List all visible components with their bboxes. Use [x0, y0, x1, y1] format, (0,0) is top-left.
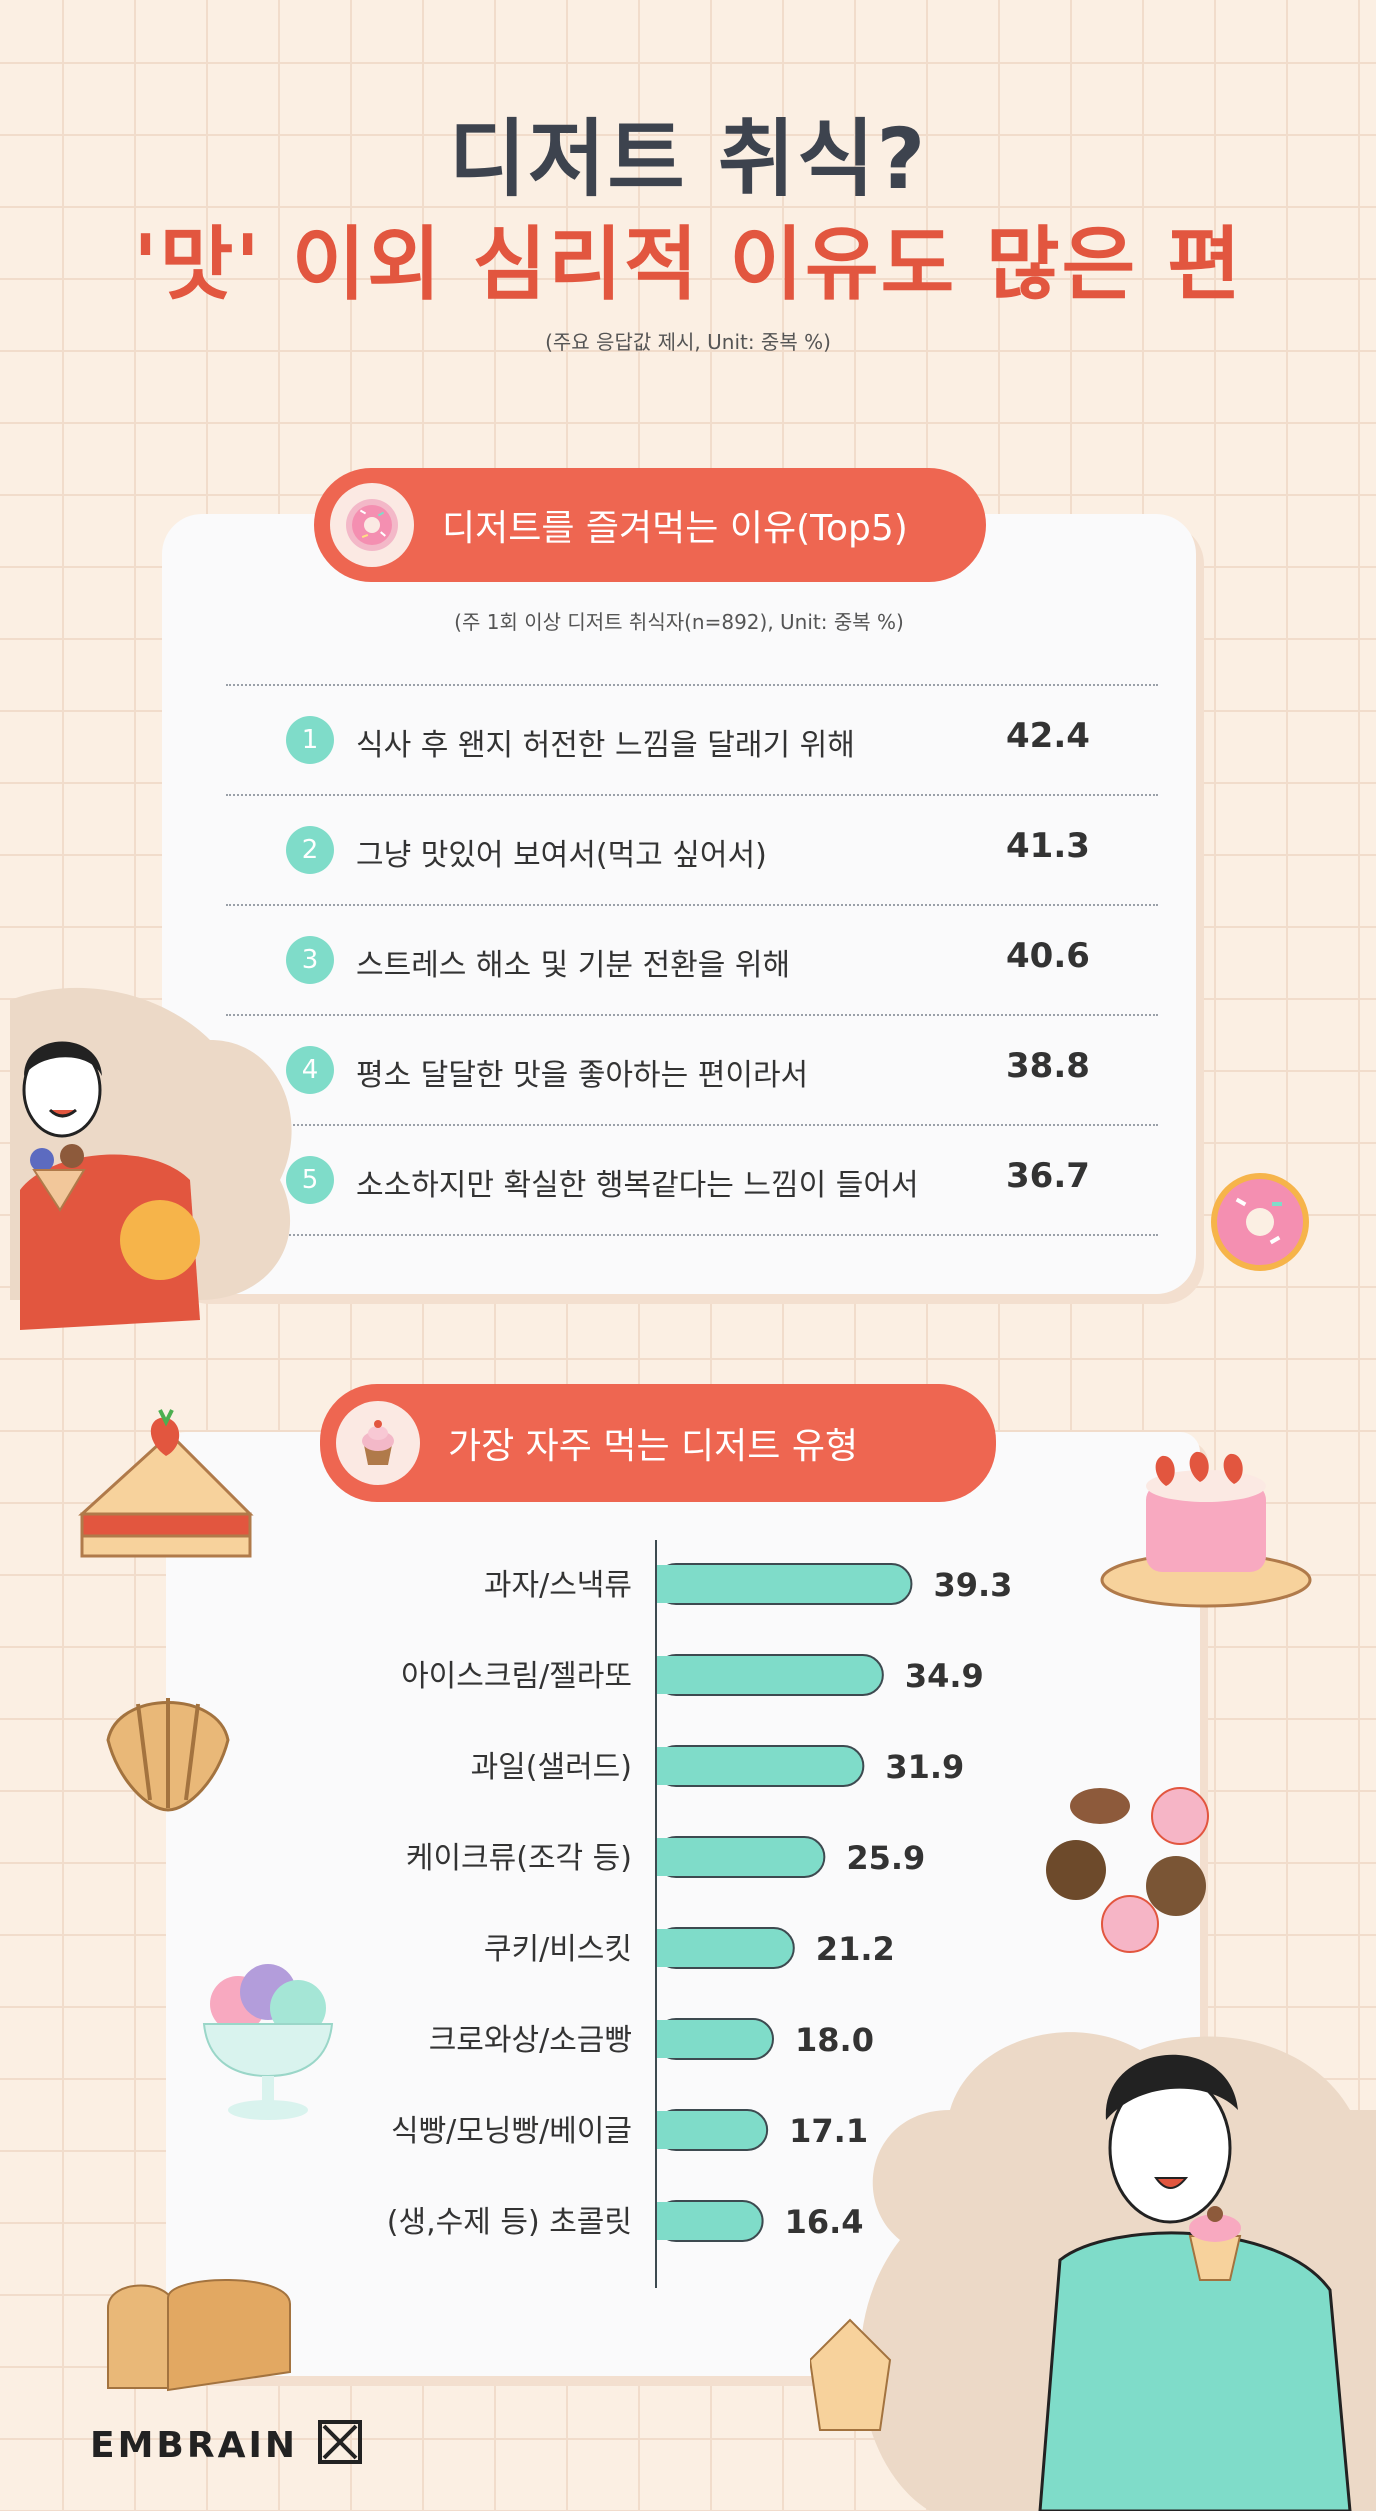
reason-label: 그냥 맛있어 보여서(먹고 싶어서): [356, 838, 767, 873]
bar-base: [657, 1838, 677, 1876]
bar: [655, 2200, 764, 2242]
category-label: 과자/스낵류: [484, 1568, 632, 1603]
bar-base: [657, 1565, 677, 1603]
bar-value-label: 39.3: [933, 1566, 1012, 1604]
bar-value-label: 18.0: [795, 2021, 874, 2059]
page-subtitle: '맛' 이외 심리적 이유도 많은 편: [133, 218, 1243, 311]
bar-base: [657, 1656, 677, 1694]
reasons-header-pill: 디저트를 즐겨먹는 이유(Top5): [314, 468, 986, 582]
bar-base: [657, 1929, 677, 1967]
rank-badge: 3: [286, 936, 334, 984]
dessert-type-header-pill: 가장 자주 먹는 디저트 유형: [320, 1384, 996, 1502]
reasons-list: 1 식사 후 왠지 허전한 느낌을 달래기 위해 42.4 2 그냥 맛있어 보…: [226, 684, 1158, 1236]
bar-base: [657, 2202, 677, 2240]
chocolates-icon: [1046, 1787, 1209, 1953]
unit-note: (주요 응답값 제시, Unit: 중복 %): [545, 330, 831, 354]
category-label: 쿠키/비스킷: [484, 1932, 632, 1967]
reason-label: 평소 달달한 맛을 좋아하는 편이라서: [356, 1058, 809, 1093]
reason-value: 38.8: [1006, 1046, 1090, 1086]
donut-icon: [1211, 1173, 1309, 1271]
bar: [655, 1563, 913, 1605]
rank-badge: 1: [286, 716, 334, 764]
reasons-title: 디저트를 즐겨먹는 이유(Top5): [442, 508, 908, 549]
donut-icon: [330, 483, 414, 567]
rank-badge: 5: [286, 1156, 334, 1204]
bar: [655, 1745, 865, 1787]
list-item: 3 스트레스 해소 및 기분 전환을 위해 40.6: [226, 904, 1158, 1014]
reason-value: 41.3: [1006, 826, 1090, 866]
brand-logo: EMBRAIN: [90, 2425, 298, 2466]
rank-badge: 4: [286, 1046, 334, 1094]
category-label: 아이스크림/젤라또: [401, 1659, 632, 1694]
bar-value-label: 17.1: [789, 2112, 868, 2150]
bar: [655, 1836, 826, 1878]
bread-loaf-icon: [107, 2279, 291, 2392]
category-label: (생,수제 등) 초콜릿: [387, 2205, 632, 2240]
list-item: 2 그냥 맛있어 보여서(먹고 싶어서) 41.3: [226, 794, 1158, 904]
brand-mark-icon: [318, 2420, 362, 2464]
rank-badge: 2: [286, 826, 334, 874]
bar: [655, 2018, 774, 2060]
reason-value: 42.4: [1006, 716, 1090, 756]
bar-base: [657, 1747, 677, 1785]
woman-eating-illustration: [10, 987, 292, 1330]
reason-value: 36.7: [1006, 1156, 1090, 1196]
reason-label: 스트레스 해소 및 기분 전환을 위해: [356, 948, 791, 983]
list-item: 5 소소하지만 확실한 행복같다는 느낌이 들어서 36.7: [226, 1124, 1158, 1236]
strawberry-cake-icon: [1100, 1451, 1312, 1608]
cake-slice-icon: [78, 1409, 254, 1558]
bar-value-label: 31.9: [885, 1748, 964, 1786]
bar-value-label: 21.2: [816, 1930, 895, 1968]
ice-cream-sundae-icon: [202, 1964, 334, 2120]
list-item: 1 식사 후 왠지 허전한 느낌을 달래기 위해 42.4: [226, 684, 1158, 794]
reason-label: 식사 후 왠지 허전한 느낌을 달래기 위해: [356, 728, 855, 763]
category-label: 케이크류(조각 등): [406, 1841, 632, 1876]
bar-value-label: 16.4: [785, 2203, 864, 2241]
croissant-icon: [106, 1698, 230, 1812]
bar: [655, 1927, 795, 1969]
dessert-type-title: 가장 자주 먹는 디저트 유형: [448, 1426, 859, 1467]
cupcake-icon: [336, 1401, 420, 1485]
man-eating-cupcake-illustration: [810, 2032, 1376, 2511]
bar-base: [657, 2111, 677, 2149]
reason-label: 소소하지만 확실한 행복같다는 느낌이 들어서: [356, 1168, 919, 1203]
dessert-type-bar-chart: 과자/스낵류 39.3 아이스크림/젤라또 34.9 과일(샐러드) 31.9 케이크류(조…: [387, 1540, 1012, 2288]
bar-base: [657, 2020, 677, 2058]
category-label: 식빵/모닝빵/베이글: [391, 2114, 632, 2149]
reasons-note: (주 1회 이상 디저트 취식자(n=892), Unit: 중복 %): [454, 610, 904, 634]
bar-value-label: 25.9: [846, 1839, 925, 1877]
category-label: 크로와상/소금빵: [429, 2023, 632, 2058]
category-label: 과일(샐러드): [471, 1750, 632, 1785]
bar: [655, 1654, 884, 1696]
bar-value-label: 34.9: [905, 1657, 984, 1695]
reason-value: 40.6: [1006, 936, 1090, 976]
bar: [655, 2109, 769, 2151]
list-item: 4 평소 달달한 맛을 좋아하는 편이라서 38.8: [226, 1014, 1158, 1124]
page-title: 디저트 취식?: [448, 110, 928, 208]
